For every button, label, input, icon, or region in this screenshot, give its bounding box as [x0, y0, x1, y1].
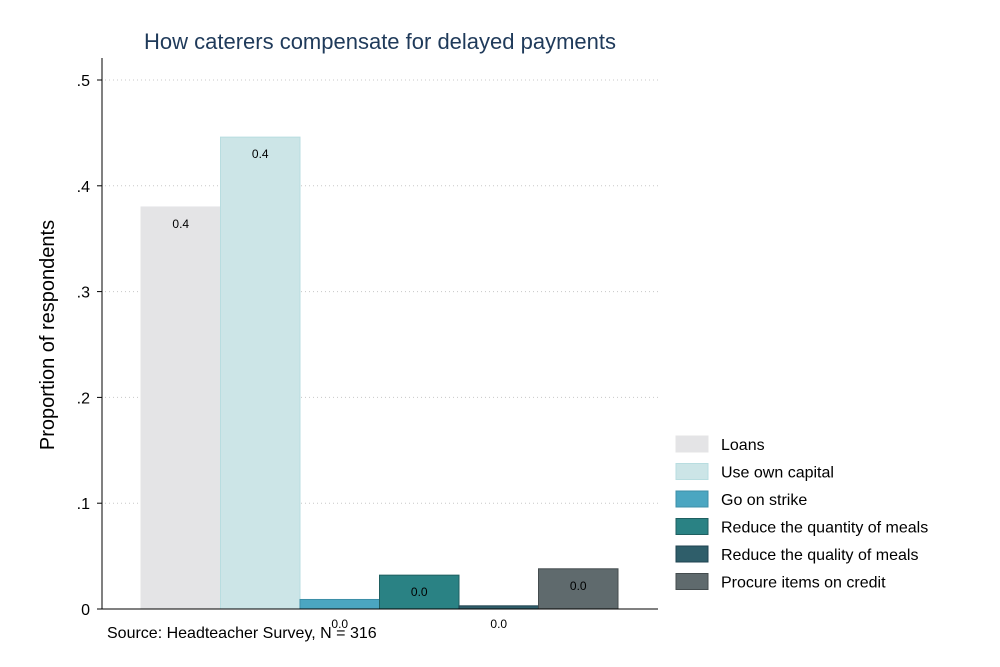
legend-entry: Reduce the quantity of meals — [721, 520, 928, 537]
data-label: 0.0 — [331, 617, 348, 631]
data-label: 0.4 — [252, 147, 269, 161]
bar-use-own-capital — [220, 136, 301, 610]
y-ticks: 0 .1 .2 .3 .4 .5 — [77, 73, 102, 619]
legend-entry: Reduce the quality of meals — [721, 547, 918, 564]
data-label: 0.0 — [570, 579, 587, 593]
legend-swatch — [675, 490, 709, 508]
legend: Loans Use own capital Go on strike Reduce t… — [675, 435, 928, 592]
legend-entry: Procure items on credit — [721, 575, 886, 592]
legend-swatch — [675, 518, 709, 535]
legend-swatch — [675, 435, 709, 453]
legend-entry: Loans — [721, 437, 765, 454]
bar-reduce-the-quantity-of-meals — [379, 574, 460, 610]
bars — [140, 136, 619, 610]
y-axis-label: Proportion of respondents — [37, 220, 59, 450]
legend-swatch — [675, 573, 709, 590]
legend-swatch — [675, 545, 709, 563]
data-label: 0.0 — [490, 617, 507, 631]
bar-go-on-strike — [299, 598, 380, 610]
legend-swatch — [675, 463, 709, 480]
legend-entry: Go on strike — [721, 492, 807, 509]
axes — [101, 58, 658, 610]
y-tick-label: .2 — [77, 390, 90, 407]
source-note: Source: Headteacher Survey, N = 316 — [107, 625, 377, 642]
y-tick-label: .1 — [77, 496, 90, 513]
y-tick-label: 0 — [81, 602, 90, 619]
y-tick-label: .3 — [77, 285, 90, 302]
y-tick-label: .5 — [77, 73, 90, 90]
chart-title: How caterers compensate for delayed paym… — [144, 29, 616, 54]
bar-procure-items-on-credit — [538, 568, 619, 610]
data-labels: 0.4 0.4 0.0 0.0 0.0 0.0 — [172, 147, 587, 631]
data-label: 0.0 — [411, 585, 428, 599]
bar-loans — [140, 206, 221, 610]
legend-entry: Use own capital — [721, 465, 834, 482]
data-label: 0.4 — [172, 217, 189, 231]
y-tick-label: .4 — [77, 179, 90, 196]
